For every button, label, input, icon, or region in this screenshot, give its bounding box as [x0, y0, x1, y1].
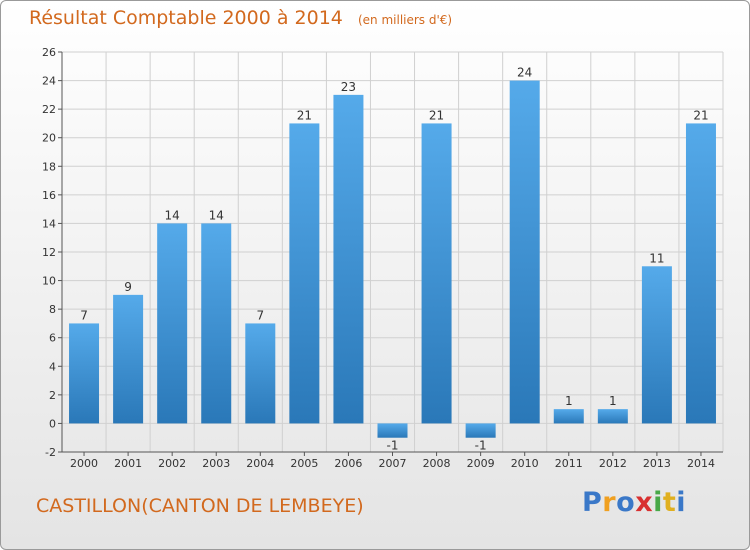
y-tick-label: 10 [42, 275, 56, 288]
bar [289, 123, 320, 424]
bar [201, 223, 232, 424]
y-tick-label: 2 [49, 389, 56, 402]
commune-name: CASTILLON(CANTON DE LEMBEYE) [36, 495, 364, 517]
y-tick-label: 22 [42, 103, 56, 116]
data-label: 1 [609, 394, 617, 408]
bar [245, 323, 276, 424]
bar [641, 266, 672, 424]
proxiti-logo[interactable]: Proxiti [582, 487, 686, 518]
data-label: 24 [517, 66, 532, 80]
data-label: -1 [387, 439, 399, 453]
logo-letter: i [676, 487, 687, 518]
data-label: 21 [297, 108, 312, 122]
bar [333, 94, 364, 424]
bar [421, 123, 452, 424]
x-tick-label: 2008 [423, 457, 451, 470]
y-tick-label: 26 [42, 46, 56, 59]
data-label: 23 [341, 80, 356, 94]
x-tick-label: 2014 [687, 457, 715, 470]
x-tick-label: 2006 [334, 457, 362, 470]
x-tick-label: 2002 [158, 457, 186, 470]
data-label: 7 [256, 308, 264, 322]
x-tick-label: 2012 [599, 457, 627, 470]
bar [69, 323, 100, 424]
bar [157, 223, 188, 424]
data-label: 7 [80, 308, 88, 322]
bar [113, 294, 144, 424]
bar [553, 409, 584, 424]
y-tick-label: 12 [42, 246, 56, 259]
logo-letter: o [616, 487, 636, 518]
bar [465, 423, 496, 438]
y-tick-label: 0 [49, 417, 56, 430]
data-label: 21 [429, 108, 444, 122]
logo-letter: P [582, 487, 603, 518]
logo-letter: t [662, 487, 677, 518]
data-label: -1 [475, 439, 487, 453]
logo-letter: i [653, 487, 663, 518]
data-label: 9 [124, 280, 132, 294]
bar [685, 123, 716, 424]
y-tick-label: 8 [49, 303, 56, 316]
title-row: Résultat Comptable 2000 à 2014 (en milli… [29, 7, 452, 29]
data-label: 21 [693, 108, 708, 122]
bar [377, 423, 408, 438]
y-tick-label: 24 [42, 75, 56, 88]
logo-letter: r [602, 487, 617, 518]
y-tick-label: -2 [45, 446, 56, 459]
x-tick-label: 2004 [246, 457, 274, 470]
x-tick-label: 2010 [511, 457, 539, 470]
data-label: 14 [165, 208, 180, 222]
x-tick-label: 2013 [643, 457, 671, 470]
x-tick-label: 2005 [290, 457, 318, 470]
y-tick-label: 14 [42, 217, 56, 230]
x-tick-label: 2009 [467, 457, 495, 470]
y-tick-label: 16 [42, 189, 56, 202]
data-label: 11 [649, 251, 664, 265]
data-label: 1 [565, 394, 573, 408]
bars [69, 80, 716, 438]
bar [597, 409, 628, 424]
logo-letter: x [635, 487, 654, 518]
x-tick-label: 2000 [70, 457, 98, 470]
bar [509, 80, 540, 424]
x-tick-label: 2001 [114, 457, 142, 470]
x-tick-label: 2007 [379, 457, 407, 470]
y-tick-label: 6 [49, 332, 56, 345]
chart-subtitle: (en milliers d'€) [357, 13, 453, 27]
y-tick-label: 20 [42, 132, 56, 145]
x-tick-label: 2003 [202, 457, 230, 470]
y-tick-label: 18 [42, 160, 56, 173]
x-tick-label: 2011 [555, 457, 583, 470]
chart-title: Résultat Comptable 2000 à 2014 [29, 7, 343, 29]
data-label: 14 [209, 208, 224, 222]
y-tick-label: 4 [49, 360, 56, 373]
